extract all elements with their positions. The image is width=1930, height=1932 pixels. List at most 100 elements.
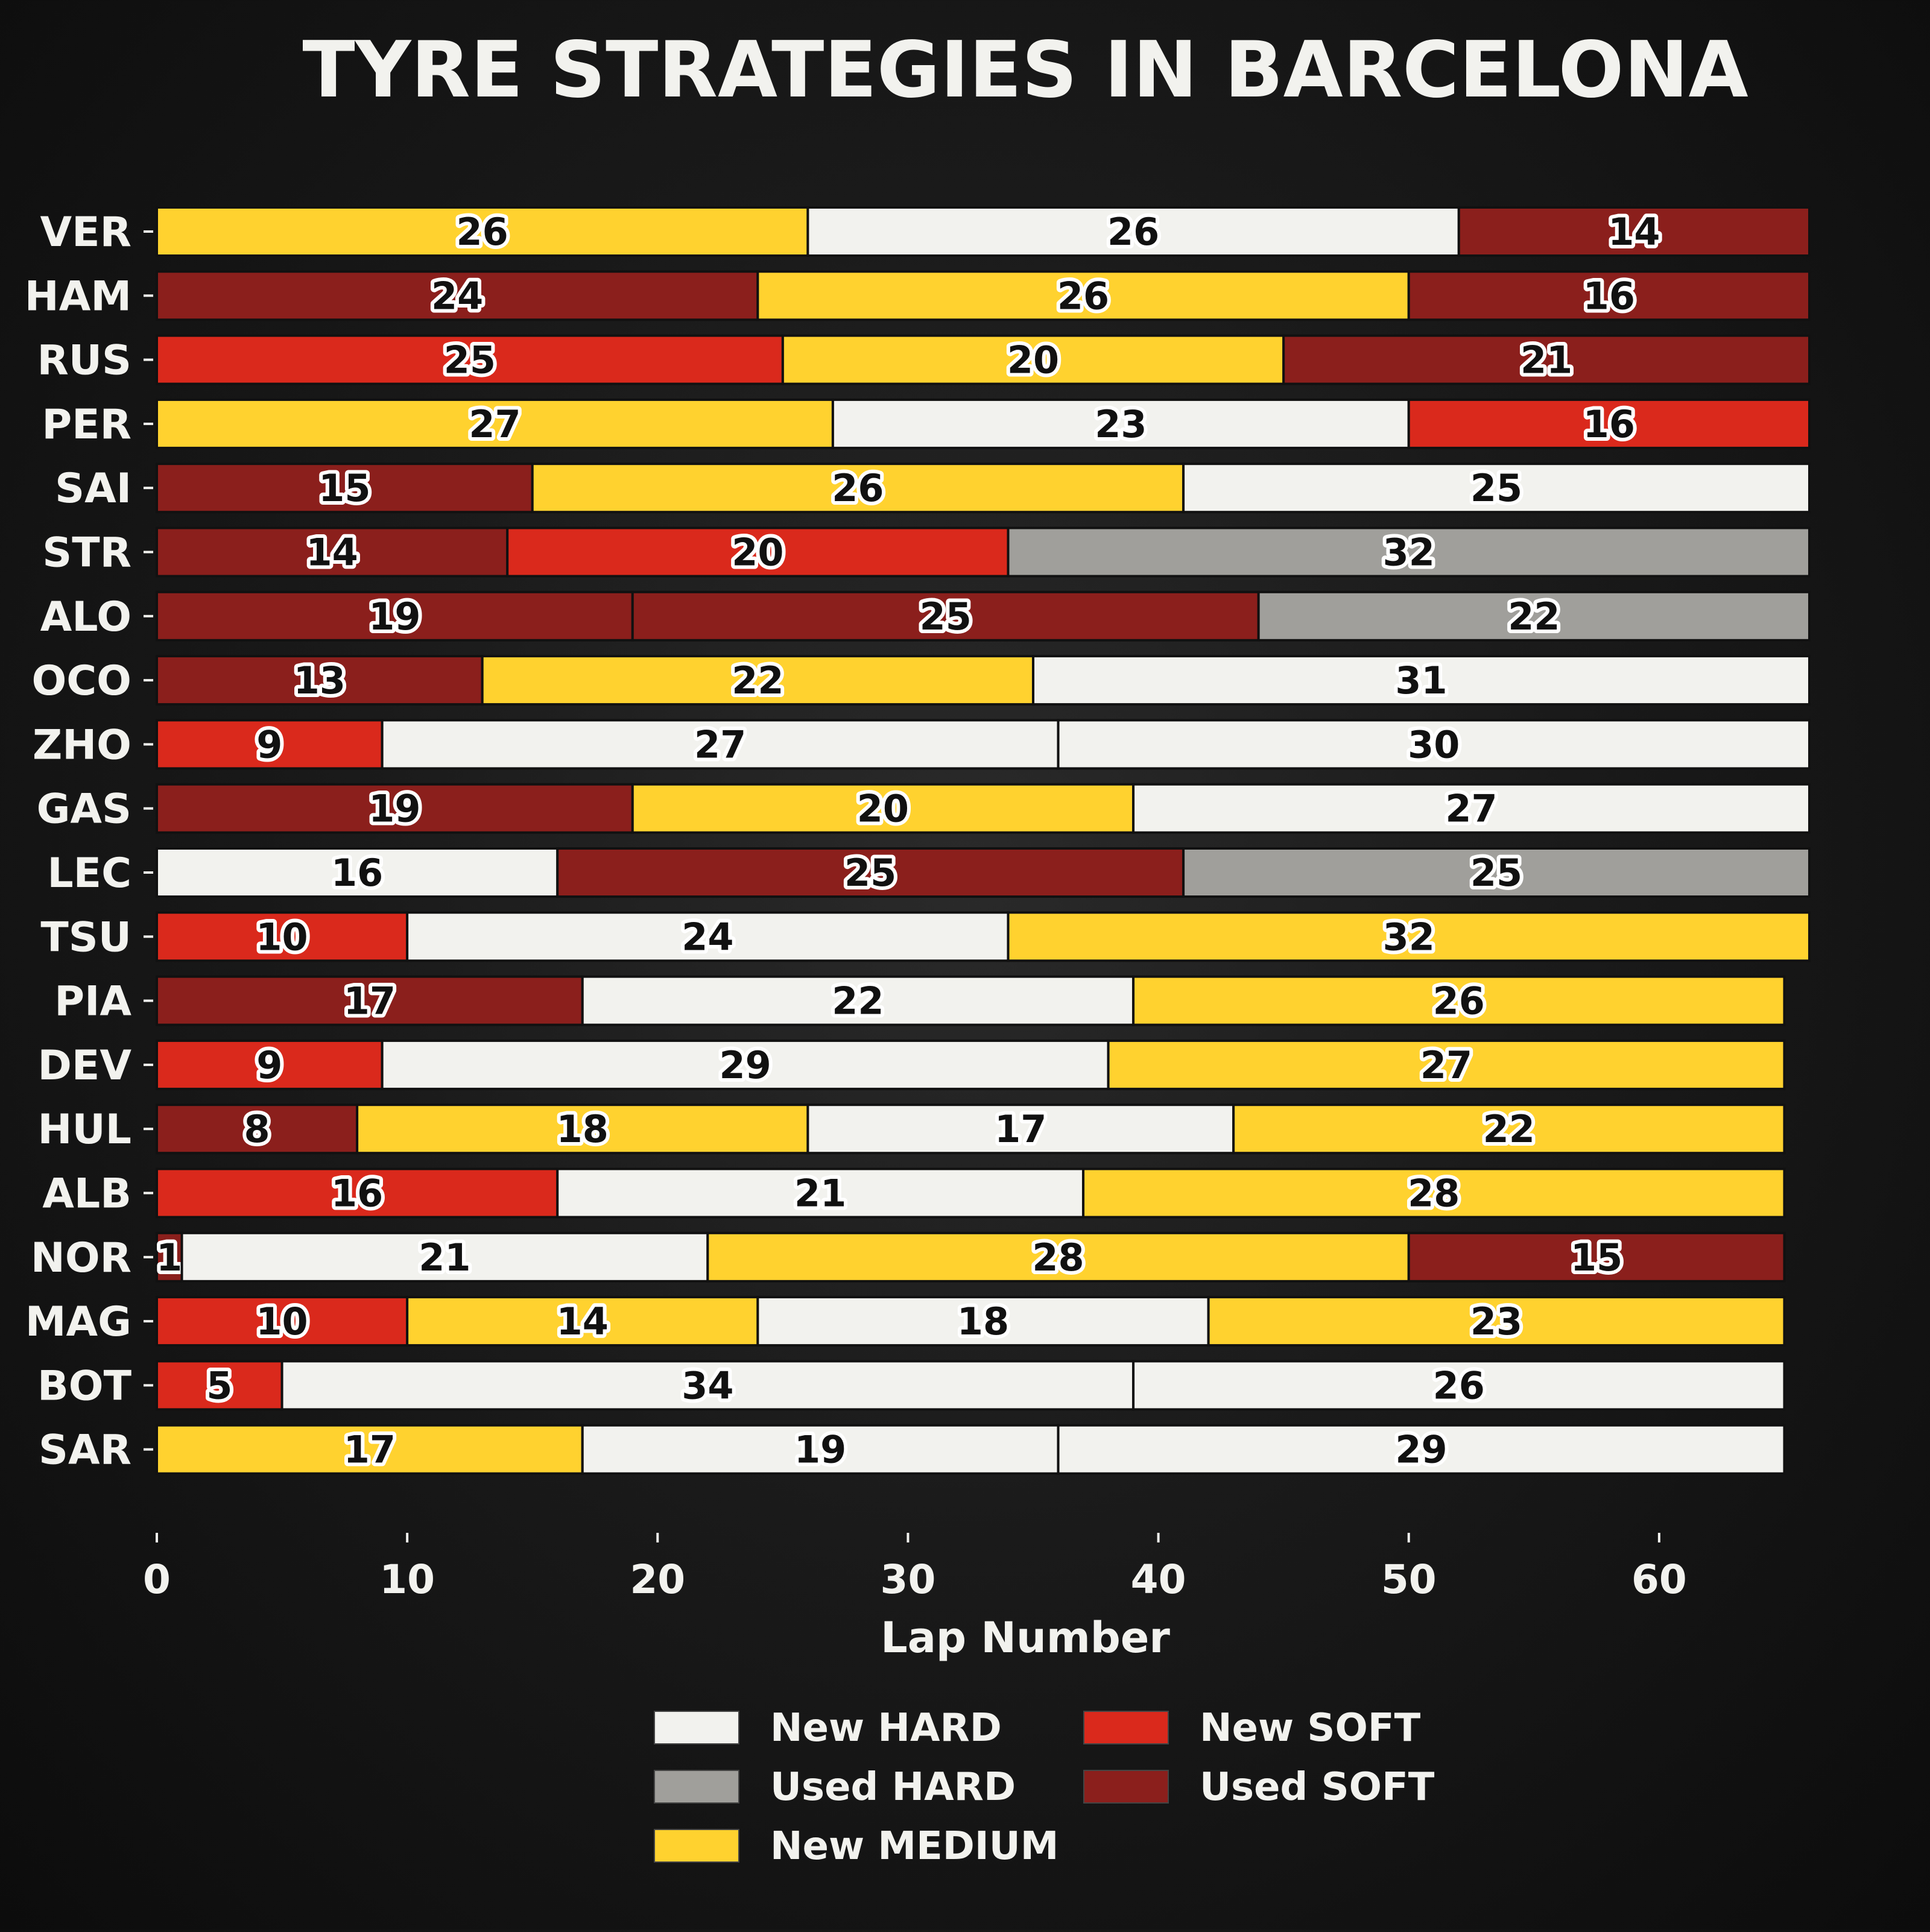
stint-label-nor-3: 28: [1032, 1236, 1084, 1280]
stint-bar-hul-4: [1232, 1103, 1786, 1155]
stint-bar-per-1: [156, 398, 834, 449]
driver-label-alb: ALB: [42, 1170, 131, 1218]
stint-bar-ver-1: [156, 206, 809, 257]
stint-label-pia-3: 26: [1433, 979, 1485, 1023]
stint-label-oco-3: 31: [1395, 658, 1447, 702]
stint-bar-sar-3: [1057, 1424, 1786, 1475]
driver-label-gas: GAS: [37, 786, 131, 833]
stint-label-oco-2: 22: [732, 658, 783, 702]
stint-label-sai-1: 15: [318, 466, 370, 510]
stint-label-sar-2: 19: [794, 1428, 846, 1472]
stint-bar-lec-3: [1182, 847, 1811, 898]
stint-bar-str-1: [156, 526, 509, 578]
stint-label-hul-1: 8: [244, 1107, 270, 1151]
stint-label-nor-4: 15: [1571, 1236, 1622, 1280]
stint-bar-rus-1: [156, 334, 784, 385]
x-tick-label: 10: [379, 1556, 435, 1603]
stint-label-lec-1: 16: [331, 851, 383, 895]
stint-label-hul-4: 22: [1483, 1107, 1535, 1151]
stint-label-str-2: 20: [732, 531, 783, 575]
stint-bar-oco-2: [481, 655, 1035, 706]
stint-label-alo-3: 22: [1508, 595, 1560, 639]
legend-label-used-hard: Used HARD: [770, 1765, 1016, 1810]
stint-bar-zho-3: [1057, 719, 1811, 770]
stint-bar-tsu-2: [406, 911, 1010, 962]
stint-label-per-3: 16: [1583, 402, 1635, 446]
stint-label-zho-2: 27: [694, 722, 746, 766]
stint-label-str-1: 14: [306, 531, 358, 575]
driver-label-mag: MAG: [25, 1298, 131, 1346]
stint-bar-rus-2: [781, 334, 1285, 385]
stint-label-lec-2: 25: [844, 851, 896, 895]
stint-bar-tsu-3: [1007, 911, 1811, 962]
driver-label-per: PER: [42, 401, 131, 449]
stint-label-tsu-2: 24: [682, 915, 733, 959]
stint-label-gas-2: 20: [857, 787, 909, 831]
stint-label-tsu-1: 10: [256, 915, 308, 959]
driver-label-sar: SAR: [39, 1427, 131, 1474]
stint-bar-str-3: [1007, 526, 1811, 578]
stint-label-per-1: 27: [469, 402, 520, 446]
stint-bar-nor-2: [180, 1231, 709, 1283]
stint-label-sar-1: 17: [344, 1428, 396, 1472]
stint-bar-dev-3: [1107, 1039, 1786, 1090]
stint-label-dev-2: 29: [719, 1043, 771, 1087]
x-axis-title: Lap Number: [881, 1613, 1170, 1662]
stint-label-dev-3: 27: [1420, 1043, 1472, 1087]
legend-label-used-soft: Used SOFT: [1200, 1765, 1435, 1810]
legend-label-new-hard: New HARD: [770, 1706, 1002, 1750]
stint-bar-str-2: [506, 526, 1010, 578]
stint-label-ham-1: 24: [431, 274, 483, 318]
stint-label-oco-1: 13: [294, 658, 346, 702]
stint-label-ver-3: 14: [1608, 210, 1660, 254]
stint-label-hul-2: 18: [557, 1107, 609, 1151]
stint-label-ver-1: 26: [457, 210, 508, 254]
stint-label-alb-1: 16: [331, 1172, 383, 1216]
stint-bar-ham-2: [756, 270, 1410, 321]
stint-bar-mag-3: [756, 1296, 1210, 1347]
stint-label-gas-3: 27: [1445, 787, 1497, 831]
stint-label-mag-4: 23: [1470, 1299, 1522, 1343]
stint-bar-per-3: [1407, 398, 1811, 449]
stint-label-per-2: 23: [1095, 402, 1147, 446]
stint-bar-bot-3: [1132, 1360, 1786, 1411]
legend-swatch-new-hard: [654, 1711, 739, 1744]
stint-bar-sai-2: [531, 462, 1185, 514]
stint-label-pia-1: 17: [344, 979, 396, 1023]
stint-label-ham-3: 16: [1583, 274, 1635, 318]
stint-label-alb-2: 21: [794, 1172, 846, 1216]
stint-bar-nor-4: [1407, 1231, 1786, 1283]
driver-label-zho: ZHO: [33, 721, 131, 769]
stint-bar-pia-3: [1132, 975, 1786, 1026]
stint-bar-ham-3: [1407, 270, 1811, 321]
x-tick-label: 0: [143, 1556, 171, 1603]
stint-bar-lec-1: [156, 847, 559, 898]
driver-label-lec: LEC: [47, 850, 131, 897]
stint-bar-alo-2: [631, 590, 1260, 642]
stint-bar-zho-1: [156, 719, 384, 770]
stint-bar-sar-1: [156, 1424, 584, 1475]
stint-label-tsu-3: 32: [1383, 915, 1435, 959]
stint-bar-mag-4: [1207, 1296, 1786, 1347]
stint-label-zho-3: 30: [1408, 722, 1460, 766]
legend-swatch-new-medium: [654, 1829, 739, 1863]
stint-label-sar-3: 29: [1395, 1428, 1447, 1472]
driver-label-pia: PIA: [54, 978, 131, 1026]
legend-label-new-soft: New SOFT: [1200, 1706, 1421, 1750]
stint-bar-oco-3: [1032, 655, 1811, 706]
stint-bar-pia-1: [156, 975, 584, 1026]
x-tick-label: 30: [881, 1556, 936, 1603]
stint-label-rus-3: 21: [1520, 338, 1572, 382]
driver-label-oco: OCO: [31, 657, 131, 705]
stint-bar-hul-3: [806, 1103, 1235, 1155]
stint-label-nor-2: 21: [419, 1236, 470, 1280]
driver-label-nor: NOR: [31, 1234, 131, 1282]
stint-label-lec-3: 25: [1470, 851, 1522, 895]
driver-labels-group: VER HAM RUS PER SAI STR ALO OCO ZHO GAS LEC TSU PIA D…: [25, 209, 153, 1474]
legend-swatch-used-hard: [654, 1770, 739, 1804]
stint-bar-alo-3: [1257, 590, 1811, 642]
x-tick-label: 40: [1131, 1556, 1186, 1603]
stint-bar-bot-2: [280, 1360, 1135, 1411]
